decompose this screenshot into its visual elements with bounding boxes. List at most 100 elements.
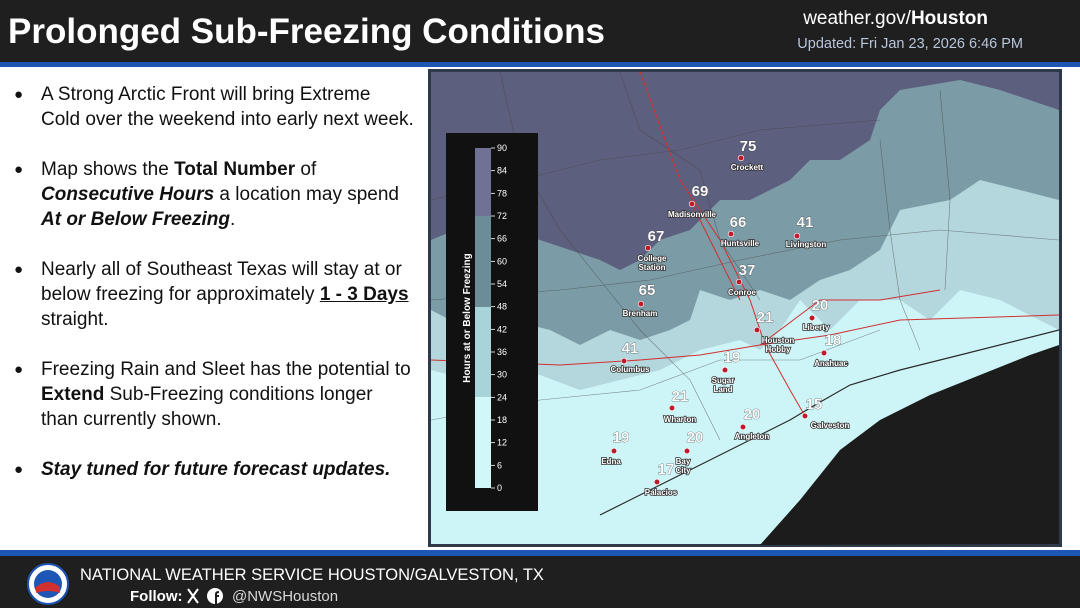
bullet: A Strong Arctic Front will bring Extreme… — [14, 82, 414, 132]
social-icons — [187, 588, 223, 604]
city: 21 Wharton — [663, 388, 697, 425]
city-hours: 20 — [687, 429, 704, 446]
legend-title: Hours at or Below Freezing — [462, 253, 473, 382]
text: Sub-Freezing conditions longer than curr… — [41, 384, 373, 430]
city-hours: 20 — [744, 406, 761, 423]
city-hours: 19 — [724, 349, 741, 366]
city-dot — [735, 278, 743, 286]
map: Hours at or Below Freezing 9084787266605… — [428, 69, 1062, 547]
legend-band — [475, 397, 491, 488]
city-dot — [668, 404, 676, 412]
city-name: Palacios — [645, 488, 678, 497]
city-name: Madisonville — [668, 210, 717, 219]
city-hours: 66 — [730, 214, 747, 231]
city: 41 Columbus — [610, 340, 651, 375]
text: Consecutive Hours — [41, 184, 215, 205]
city: 65 Brenham — [622, 282, 658, 319]
city: 41 Livingston — [785, 214, 827, 250]
city-name: Anahuac — [814, 359, 848, 368]
city-hours: 20 — [812, 297, 829, 314]
tick-label: 72 — [497, 211, 507, 221]
city-hours: 67 — [648, 228, 665, 245]
city-name: Crockett — [731, 163, 764, 172]
text: Extend — [41, 384, 105, 405]
city-dot — [683, 447, 691, 455]
city-dot — [653, 478, 661, 486]
city-name: Brenham — [623, 309, 658, 318]
text: Stay tuned for future forecast updates. — [41, 459, 391, 480]
tick-label: 54 — [497, 279, 507, 289]
follow-label: Follow: — [130, 588, 183, 605]
city: 20 Liberty — [802, 297, 831, 333]
city-name: Liberty — [803, 323, 830, 332]
city-dot — [753, 326, 761, 334]
city-hours: 21 — [672, 388, 689, 405]
city: 17 Palacios — [644, 461, 679, 498]
city-dot — [793, 232, 801, 240]
tick-label: 48 — [497, 302, 507, 312]
city-hours: 41 — [622, 340, 639, 357]
dark-zone — [431, 72, 1059, 270]
legend-band — [475, 148, 491, 216]
city-name: Land — [713, 385, 732, 394]
tick-label: 0 — [497, 483, 502, 493]
highways — [430, 71, 1060, 417]
bullet-list: A Strong Arctic Front will bring Extreme… — [14, 82, 414, 507]
tick-label: 12 — [497, 438, 507, 448]
footer-bar — [0, 556, 1080, 608]
city-hours: 17 — [658, 461, 675, 478]
city-hours: 41 — [797, 214, 814, 231]
tick-label: 42 — [497, 324, 507, 334]
bullet: Nearly all of Southeast Texas will stay … — [14, 257, 414, 332]
footer-stripe — [0, 550, 1080, 556]
city: 66 Huntsville — [720, 214, 760, 249]
city-name: Columbus — [610, 365, 650, 374]
city-name: Hobby — [766, 345, 791, 354]
city-name: Huntsville — [721, 239, 760, 248]
city: 15 Galveston — [801, 396, 850, 431]
city-name: College — [638, 254, 667, 263]
city-name: Station — [638, 263, 665, 272]
city-dot — [620, 357, 628, 365]
city-dot — [801, 412, 809, 420]
updated-time: Updated: Fri Jan 23, 2026 6:46 PM — [797, 36, 1023, 52]
tick-label: 18 — [497, 415, 507, 425]
office-name: NATIONAL WEATHER SERVICE HOUSTON/GALVEST… — [80, 566, 544, 584]
city-name: Edna — [601, 457, 621, 466]
city: 20 Angleton — [734, 406, 770, 442]
city-hours: 69 — [692, 183, 709, 200]
social-handle[interactable]: @NWSHouston — [232, 588, 339, 605]
city-name: Bay — [676, 457, 691, 466]
text: a location may spend — [214, 184, 399, 205]
bullet: Freezing Rain and Sleet has the potentia… — [14, 357, 414, 432]
city-hours: 21 — [757, 309, 774, 326]
city-dot — [721, 366, 729, 374]
website[interactable]: weather.gov/Houston — [803, 8, 988, 30]
city-dot — [737, 154, 745, 162]
city-dot — [808, 314, 816, 322]
header-bar — [0, 0, 1080, 62]
city-hours: 19 — [613, 429, 630, 446]
city: 18 Anahuac — [813, 332, 849, 369]
city-name: Livingston — [786, 240, 827, 249]
city-dot — [727, 230, 735, 238]
legend-band — [475, 307, 491, 397]
city-name: Galveston — [811, 421, 850, 430]
text: . — [229, 209, 236, 230]
nws-logo — [27, 563, 69, 605]
x-icon[interactable] — [187, 588, 199, 604]
city-name: City — [675, 466, 691, 475]
tick-label: 90 — [497, 143, 507, 153]
text: 1 - 3 Days — [319, 284, 409, 305]
text: Nearly all of Southeast Texas will stay … — [41, 259, 402, 305]
cities: 75 Crockett 69 Madisonville 66 Huntsville 41 Li… — [600, 138, 850, 498]
city-name: Conroe — [728, 288, 757, 297]
gulf — [760, 345, 1059, 545]
city-hours: 15 — [806, 396, 823, 413]
